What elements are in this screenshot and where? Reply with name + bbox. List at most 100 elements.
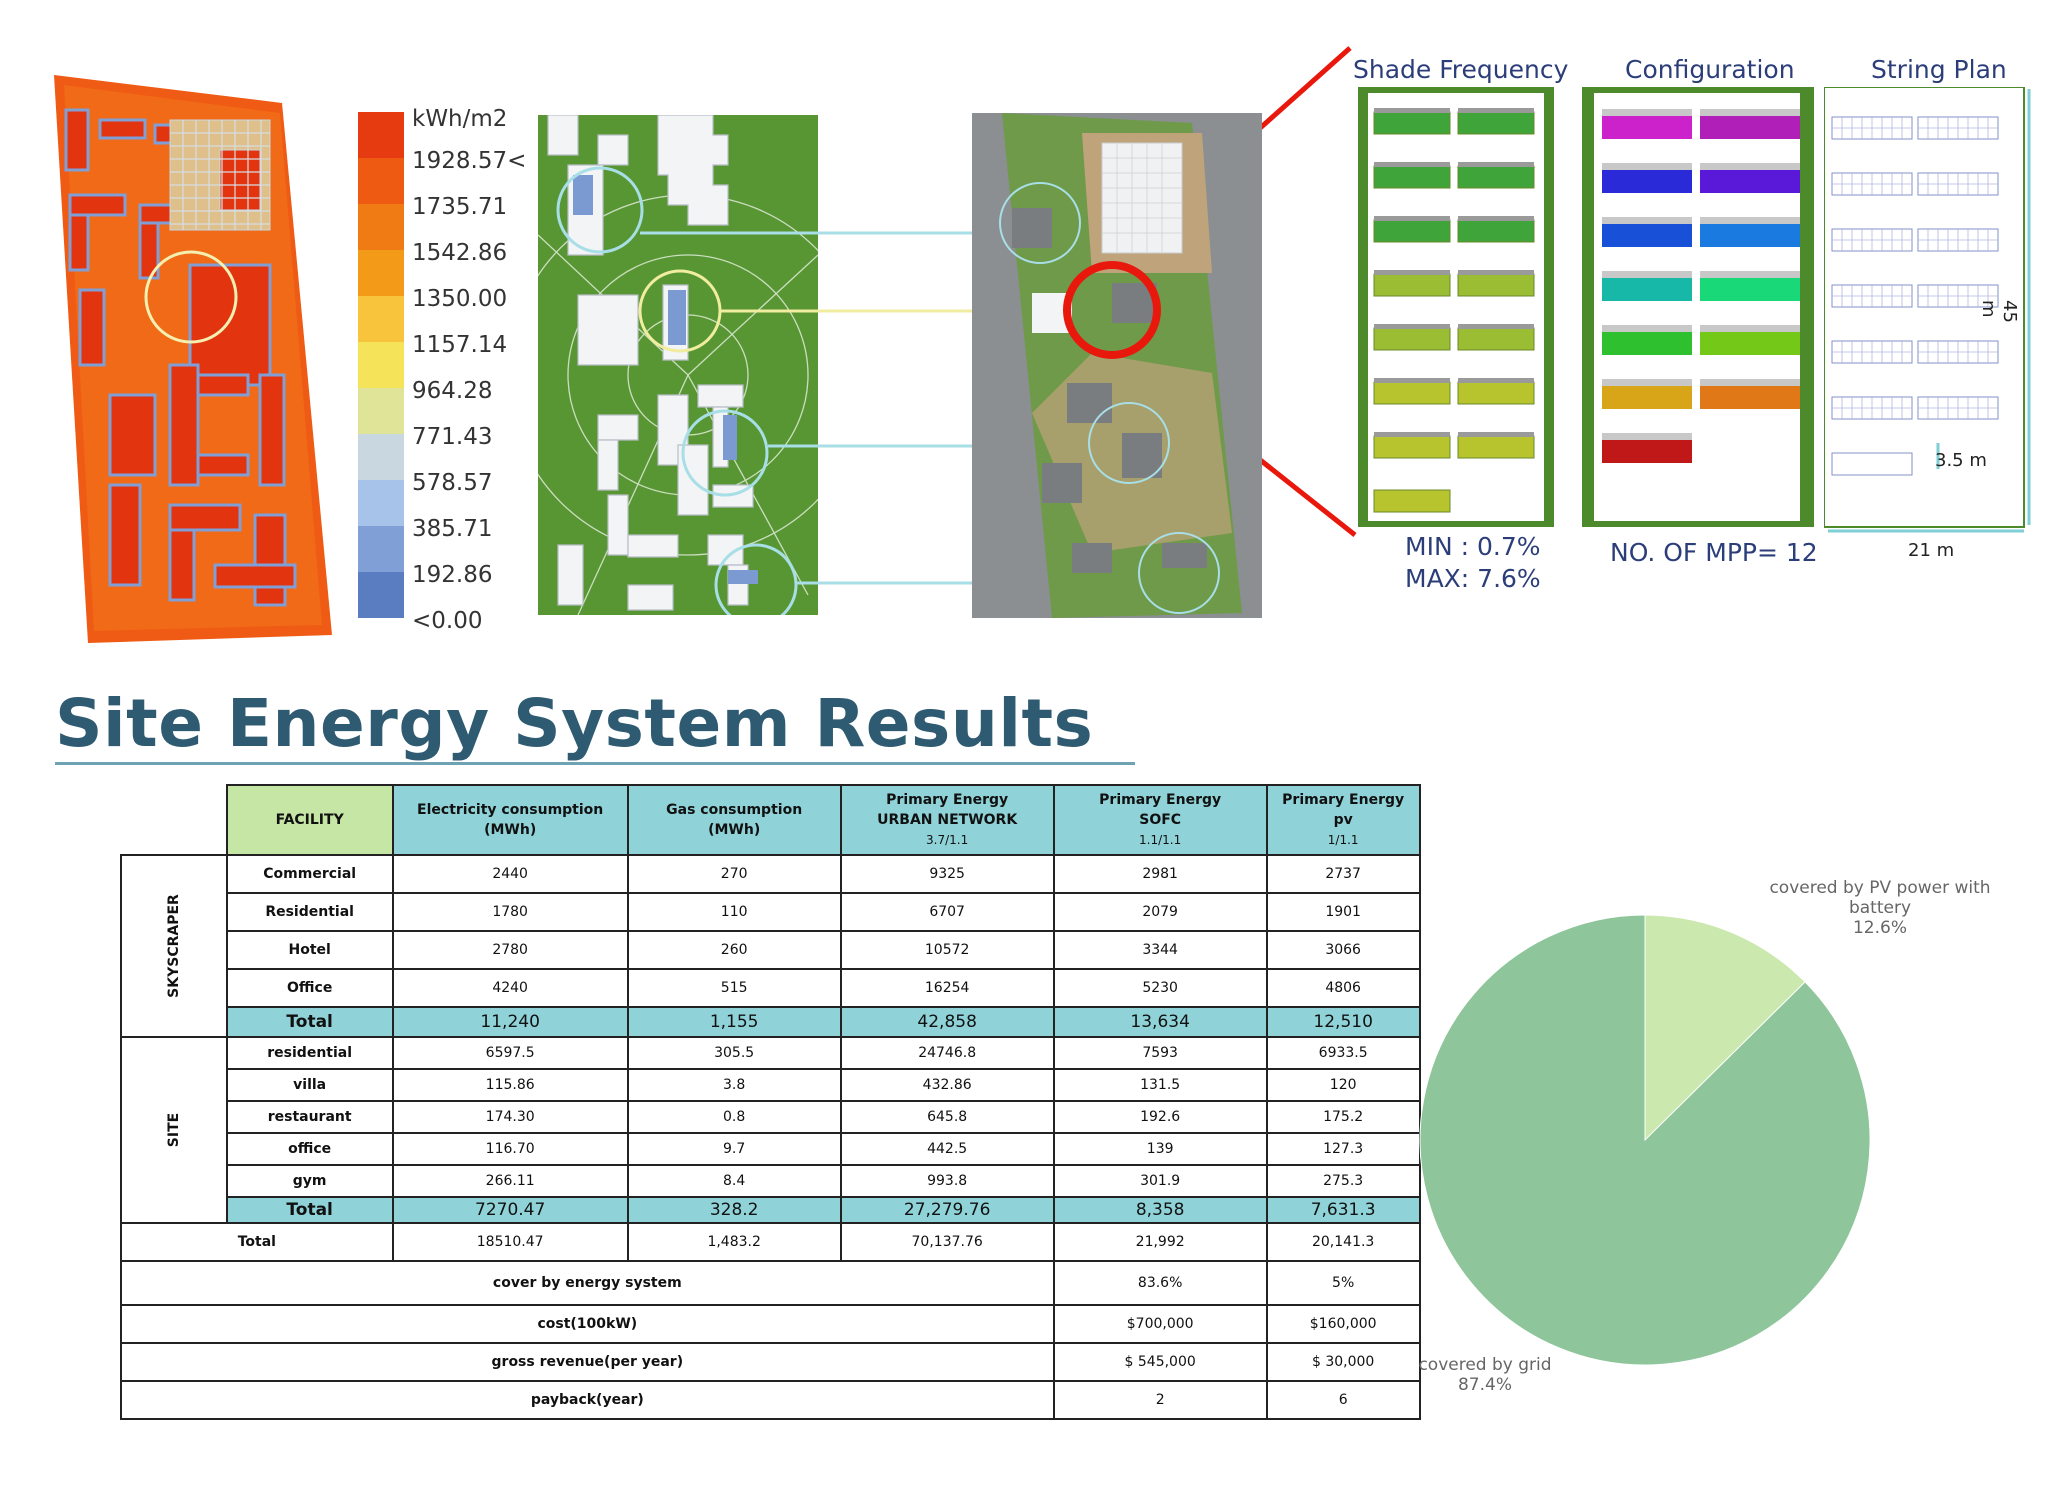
table-cell: 116.70: [391, 1132, 629, 1166]
header-main: Primary Energy: [1099, 792, 1222, 808]
row-label: villa: [225, 1068, 394, 1102]
row-group-text: SITE: [165, 1112, 182, 1148]
table-cell: 266.11: [391, 1164, 629, 1198]
table-cell: 3066: [1265, 930, 1421, 970]
legend-level-label: 771.43: [412, 424, 493, 450]
table-cell: 432.86: [839, 1068, 1055, 1102]
row-group-text: SKYSCRAPER: [165, 894, 182, 998]
page-title: Site Energy System Results: [55, 685, 1094, 762]
table-cell: 11,240: [391, 1006, 629, 1038]
legend-level-label: 1542.86: [412, 240, 508, 266]
corner-blank: [121, 785, 227, 855]
legend-swatch: [358, 112, 404, 159]
pie-label-pv-value: 12.6%: [1852, 918, 1907, 938]
summary-row: cover by energy system 83.6% 5%: [120, 1260, 1421, 1306]
facility-header: FACILITY: [225, 784, 394, 856]
table-cell: 13,634: [1052, 1006, 1268, 1038]
table-cell: 9.7: [626, 1132, 842, 1166]
table-cell: 20,141.3: [1265, 1222, 1421, 1262]
table-cell: 5230: [1052, 968, 1268, 1008]
table-cell: 6597.5: [391, 1036, 629, 1070]
heatmap-legend-scale: [358, 112, 404, 618]
coverage-pie-chart: [1419, 914, 1871, 1366]
header-sub: URBAN NETWORK: [877, 812, 1018, 828]
header-main: Primary Energy: [886, 792, 1009, 808]
header-sub: pv: [1333, 812, 1353, 828]
header-pe-pv: Primary Energy pv 1/1.1: [1265, 784, 1421, 856]
site-group: SITE residential 6597.5 305.5 24746.8 7593 693…: [120, 1036, 1421, 1224]
header-ratio: 1/1.1: [1327, 833, 1359, 847]
table-cell: 9325: [839, 854, 1055, 894]
table-cell: 0.8: [626, 1100, 842, 1134]
energy-results-table: FACILITY Electricity consumption (MWh) Ga…: [120, 784, 1421, 1420]
legend-level-label: 1735.71: [412, 194, 508, 220]
header-main: Electricity consumption: [417, 802, 604, 818]
table-cell: 8,358: [1052, 1196, 1268, 1224]
total-row: Total 11,240 1,155 42,858 13,634 12,510: [121, 1006, 1421, 1038]
aerial-render: [972, 113, 1262, 618]
shade-min-label: MIN : 0.7%: [1405, 532, 1541, 561]
table-cell: 127.3: [1265, 1132, 1421, 1166]
table-row: SITE residential 6597.5 305.5 24746.8 7593 693…: [120, 1036, 1421, 1224]
table-cell: 175.2: [1265, 1100, 1421, 1134]
skyscraper-group: SKYSCRAPER Commercial 2440 270 9325 2981 2737 R…: [120, 854, 1421, 1038]
shade-frequency-title: Shade Frequency: [1353, 55, 1569, 84]
legend-level-label: <0.00: [412, 608, 483, 634]
summary-sofc-cell: $ 545,000: [1052, 1342, 1268, 1382]
table-cell: 6933.5: [1265, 1036, 1421, 1070]
row-label: Total: [120, 1222, 394, 1262]
table-cell: 2780: [391, 930, 629, 970]
table-cell: 139: [1052, 1132, 1268, 1166]
legend-swatch: [358, 342, 404, 389]
legend-swatch: [358, 434, 404, 481]
table-cell: 70,137.76: [839, 1222, 1055, 1262]
table-header-row: FACILITY Electricity consumption (MWh) Ga…: [121, 784, 1421, 856]
pie-slice-1: [1419, 914, 1871, 1366]
table-cell: 7270.47: [391, 1196, 629, 1224]
legend-swatch: [358, 204, 404, 251]
table-cell: 4806: [1265, 968, 1421, 1008]
configuration-title: Configuration: [1625, 55, 1795, 84]
legend-swatch: [358, 296, 404, 343]
table-cell: 301.9: [1052, 1164, 1268, 1198]
table-cell: 2440: [391, 854, 629, 894]
legend-swatch: [358, 250, 404, 297]
summary-pv-cell: 5%: [1265, 1260, 1421, 1306]
legend-swatch: [358, 158, 404, 205]
pie-label-grid: covered by grid 87.4%: [1405, 1355, 1565, 1395]
title-underline: [55, 762, 1135, 765]
total-row: Total 7270.47 328.2 27,279.76 8,358 7,631.3: [121, 1196, 1421, 1224]
table-cell: 24746.8: [839, 1036, 1055, 1070]
summary-label: cost(100kW): [120, 1304, 1055, 1344]
table-cell: 260: [626, 930, 842, 970]
radiation-heatmap: [54, 75, 332, 643]
table-cell: 1,155: [626, 1006, 842, 1038]
summary-sofc-cell: $700,000: [1052, 1304, 1268, 1344]
table-cell: 270: [626, 854, 842, 894]
mpp-count-label: NO. OF MPP= 12: [1610, 538, 1818, 567]
table-cell: 110: [626, 892, 842, 932]
table-cell: 42,858: [839, 1006, 1055, 1038]
table-cell: 12,510: [1265, 1006, 1421, 1038]
header-pe-sofc: Primary Energy SOFC 1.1/1.1: [1052, 784, 1268, 856]
string-plan-panel: [1824, 87, 2031, 533]
table-cell: 7593: [1052, 1036, 1268, 1070]
legend-level-label: 1928.57<: [412, 148, 527, 174]
table-cell: 18510.47: [391, 1222, 629, 1262]
table-cell: 1,483.2: [626, 1222, 842, 1262]
table-cell: 6707: [839, 892, 1055, 932]
table-cell: 3344: [1052, 930, 1268, 970]
summary-group: Total 18510.47 1,483.2 70,137.76 21,992 20,14…: [120, 1222, 1421, 1420]
table-cell: 1780: [391, 892, 629, 932]
summary-row: payback(year) 2 6: [120, 1380, 1421, 1420]
table-row: villa 115.86 3.8 432.86 131.5 120: [121, 1068, 1421, 1102]
pie-label-grid-name: covered by grid: [1418, 1355, 1552, 1375]
table-cell: 2981: [1052, 854, 1268, 894]
table-cell: 2079: [1052, 892, 1268, 932]
summary-pv-cell: 6: [1265, 1380, 1421, 1420]
table-cell: 8.4: [626, 1164, 842, 1198]
summary-label: cover by energy system: [120, 1260, 1055, 1306]
summary-row: cost(100kW) $700,000 $160,000: [120, 1304, 1421, 1344]
row-label: Total: [225, 1196, 394, 1224]
pie-slice-0: [1644, 914, 1806, 1142]
